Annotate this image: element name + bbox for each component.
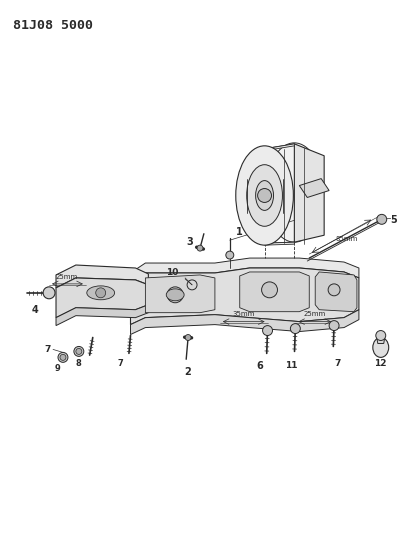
Circle shape (74, 346, 84, 357)
Circle shape (328, 284, 340, 296)
Text: 25mm: 25mm (56, 274, 78, 280)
Ellipse shape (256, 181, 274, 211)
Circle shape (96, 288, 106, 298)
Circle shape (185, 335, 191, 341)
Polygon shape (315, 272, 357, 312)
Circle shape (290, 324, 300, 334)
Text: 1: 1 (236, 227, 242, 237)
Polygon shape (130, 258, 359, 283)
Ellipse shape (373, 337, 389, 357)
Text: 35mm: 35mm (233, 311, 255, 317)
Circle shape (261, 282, 278, 298)
Text: 6: 6 (256, 361, 263, 372)
Text: 3: 3 (186, 237, 193, 247)
Circle shape (76, 349, 82, 354)
Text: 12: 12 (375, 359, 387, 368)
Polygon shape (130, 268, 359, 325)
Ellipse shape (247, 165, 282, 227)
Text: 7: 7 (118, 359, 124, 368)
Polygon shape (56, 278, 148, 318)
Text: 2: 2 (185, 367, 191, 377)
Circle shape (377, 214, 387, 224)
Text: 85mm: 85mm (336, 236, 358, 242)
Polygon shape (56, 305, 148, 326)
Circle shape (226, 251, 234, 259)
Text: 7: 7 (44, 345, 50, 354)
Circle shape (197, 245, 203, 251)
Ellipse shape (87, 286, 115, 300)
Circle shape (376, 330, 386, 341)
Text: 9: 9 (55, 365, 61, 373)
Polygon shape (295, 144, 324, 242)
Circle shape (258, 189, 271, 203)
Polygon shape (377, 337, 385, 343)
Polygon shape (240, 272, 309, 312)
Text: 11: 11 (285, 361, 298, 370)
Ellipse shape (166, 289, 184, 301)
Polygon shape (130, 310, 359, 335)
Circle shape (263, 326, 273, 335)
Polygon shape (299, 179, 329, 198)
Circle shape (58, 352, 68, 362)
Text: 25mm: 25mm (303, 311, 325, 317)
Polygon shape (56, 265, 148, 288)
Polygon shape (265, 144, 295, 151)
Text: 4: 4 (32, 305, 38, 314)
Circle shape (60, 354, 66, 360)
Polygon shape (265, 242, 295, 245)
Text: 81J08 5000: 81J08 5000 (13, 19, 93, 33)
Text: 8: 8 (76, 359, 82, 368)
Polygon shape (145, 275, 215, 313)
Text: 5: 5 (391, 215, 398, 225)
Text: 7: 7 (334, 359, 340, 368)
Text: 10: 10 (166, 269, 178, 278)
Circle shape (329, 321, 339, 330)
Circle shape (43, 287, 55, 299)
Circle shape (167, 287, 183, 303)
Ellipse shape (265, 143, 323, 242)
Ellipse shape (236, 146, 293, 245)
